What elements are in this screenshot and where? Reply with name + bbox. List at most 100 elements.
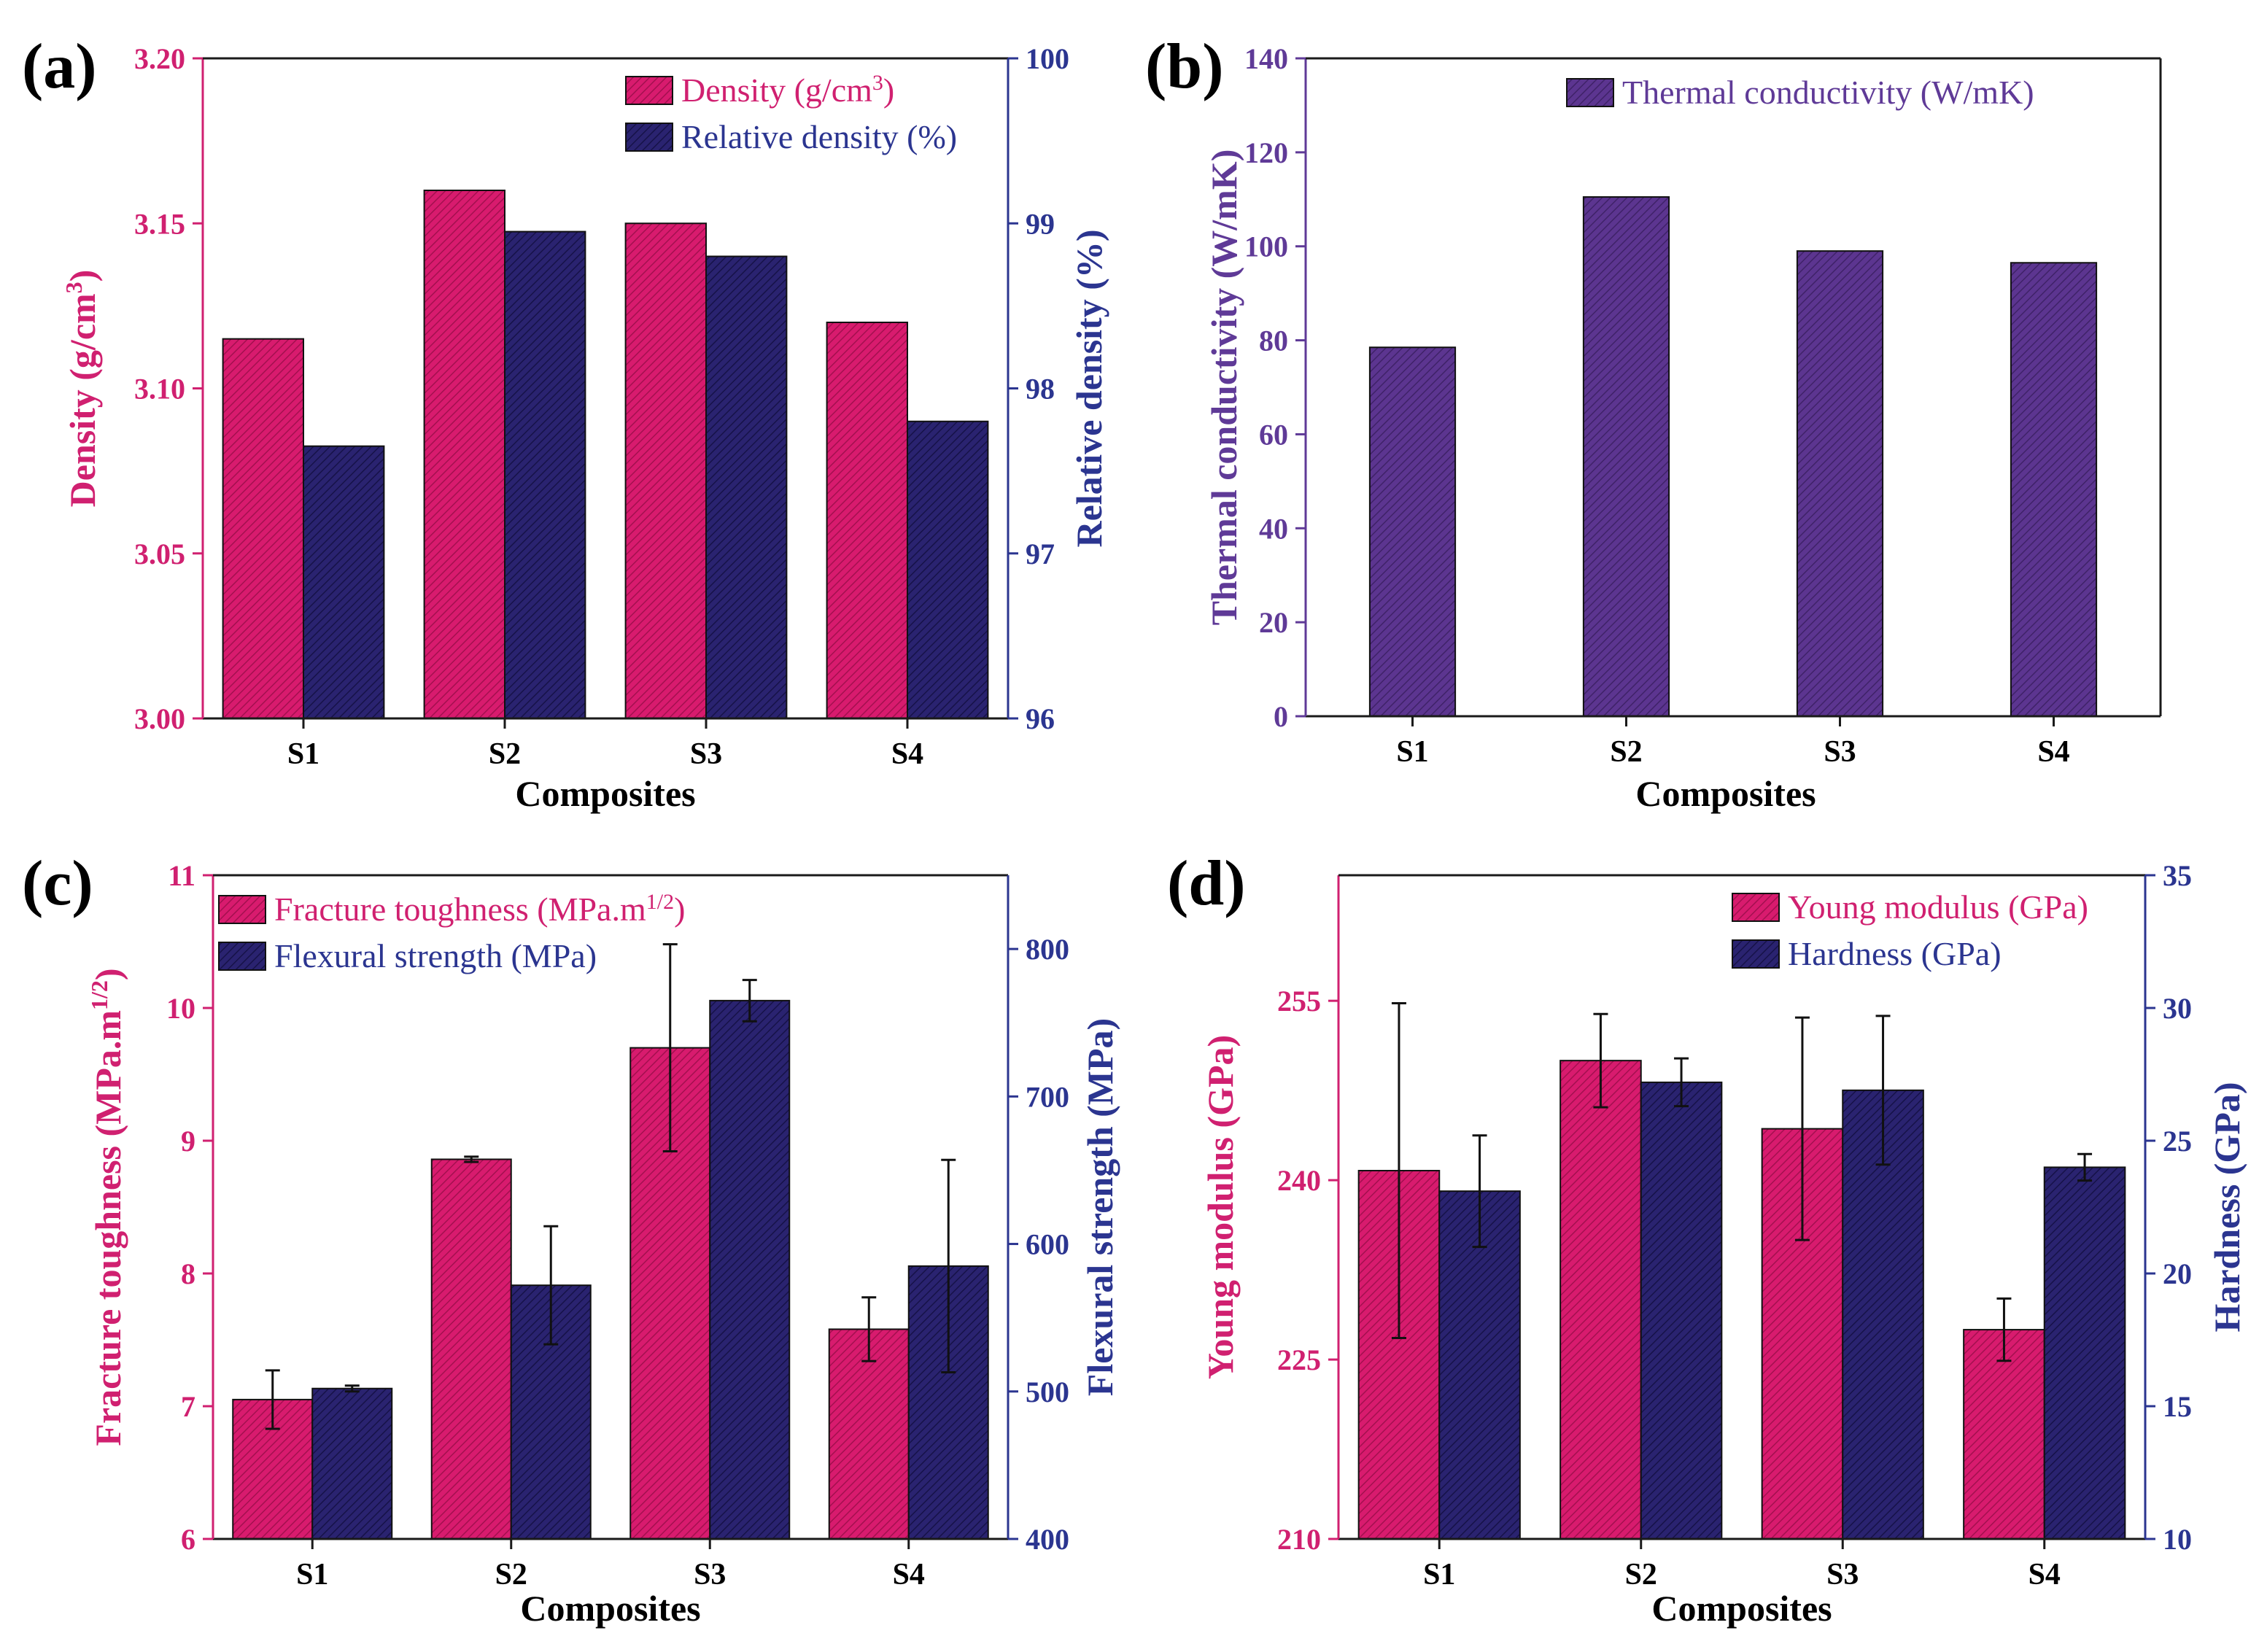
y-left-tick-label: 7 <box>181 1390 195 1423</box>
bar <box>504 230 586 719</box>
y-left-tick-label: 100 <box>1244 230 1288 263</box>
y-left-tick-label: 240 <box>1277 1164 1321 1197</box>
x-tick-label: S2 <box>495 1558 527 1591</box>
legend-swatch <box>625 76 673 105</box>
y-right-tick-label: 35 <box>2163 859 2192 892</box>
bar <box>828 1328 910 1540</box>
legend-entry: Young modulus (GPa) <box>1788 888 2088 926</box>
panel-letter: (d) <box>1167 848 1246 919</box>
y-right-tick-label: 100 <box>1026 42 1069 75</box>
y-left-tick-label: 120 <box>1244 136 1288 169</box>
x-axis-title: Composites <box>1651 1588 1832 1629</box>
y-left-tick-label: 20 <box>1259 606 1288 639</box>
legend-entry: Thermal conductivity (W/mK) <box>1622 74 2034 111</box>
bar <box>430 1158 512 1540</box>
y-left-tick-label: 140 <box>1244 42 1288 75</box>
chart-panel-3: (c) S1 S2 S3 S4 Composites 6 7 8 9 10 11 Fracture to… <box>22 848 1120 1629</box>
y-right-tick-label: 15 <box>2163 1390 2192 1423</box>
y-right-axis-title: Relative density (%) <box>1069 229 1109 547</box>
y-left-tick-label: 60 <box>1259 418 1288 451</box>
y-right-tick-label: 99 <box>1026 207 1055 240</box>
bar <box>907 420 989 719</box>
bar <box>2010 262 2098 717</box>
y-left-axis-title: Density (g/cm3) <box>61 270 103 508</box>
y-right-tick-label: 500 <box>1026 1376 1069 1408</box>
y-right-tick-label: 98 <box>1026 373 1055 406</box>
bar <box>624 222 707 719</box>
legend-entry: Hardness (GPa) <box>1788 935 2002 972</box>
x-tick-label: S3 <box>1826 1558 1859 1591</box>
chart-panel-4: (d) S1 S2 S3 S4 Composites 210 225 240 255 Young m… <box>1167 848 2247 1629</box>
bar <box>705 255 788 719</box>
y-right-tick-label: 96 <box>1026 702 1055 735</box>
legend-swatch <box>1732 939 1780 969</box>
y-right-tick-label: 800 <box>1026 933 1069 966</box>
y-left-tick-label: 9 <box>181 1125 195 1157</box>
y-right-tick-label: 700 <box>1026 1080 1069 1113</box>
x-axis-title: Composites <box>520 1588 700 1629</box>
y-left-tick-label: 3.10 <box>134 373 185 406</box>
bar <box>1438 1190 1521 1540</box>
bar <box>709 999 791 1540</box>
legend-swatch <box>1566 78 1614 107</box>
x-tick-label: S3 <box>694 1558 726 1591</box>
bar <box>1582 196 1670 718</box>
legend-swatch <box>218 895 266 924</box>
y-left-tick-label: 8 <box>181 1257 195 1290</box>
panel-letter: (a) <box>22 31 97 102</box>
bar <box>1368 346 1457 717</box>
y-left-tick-label: 3.20 <box>134 42 185 75</box>
panel-letter: (c) <box>22 848 93 919</box>
bar <box>1796 250 1884 717</box>
y-left-tick-label: 11 <box>168 859 195 892</box>
x-tick-label: S3 <box>690 737 722 771</box>
bar <box>1640 1081 1723 1540</box>
y-left-axis-title: Young modulus (GPa) <box>1200 1035 1241 1379</box>
bar <box>1963 1329 2045 1540</box>
x-tick-label: S1 <box>287 737 319 771</box>
y-left-tick-label: 80 <box>1259 325 1288 357</box>
x-tick-label: S1 <box>1423 1558 1455 1591</box>
panel-letter: (b) <box>1145 31 1224 102</box>
y-right-tick-label: 400 <box>1026 1523 1069 1556</box>
legend-swatch <box>1732 893 1780 922</box>
y-left-tick-label: 3.00 <box>134 702 185 735</box>
x-tick-label: S1 <box>296 1558 328 1591</box>
bar <box>303 445 385 719</box>
y-left-tick-label: 225 <box>1277 1343 1321 1376</box>
x-axis-title: Composites <box>515 773 695 814</box>
y-left-tick-label: 255 <box>1277 985 1321 1017</box>
chart-panel-1: (a) S1 S2 S3 S4 Composites 3.00 3.05 3.10 3.15 3.2… <box>22 31 1109 814</box>
y-right-axis-title: Flexural strength (MPa) <box>1080 1018 1120 1396</box>
y-left-tick-label: 40 <box>1259 512 1288 545</box>
bar <box>1559 1060 1642 1540</box>
y-right-tick-label: 30 <box>2163 992 2192 1025</box>
bar <box>423 190 505 719</box>
x-tick-label: S2 <box>1610 735 1642 769</box>
x-tick-label: S4 <box>2037 735 2069 769</box>
legend-entry: Density (g/cm3) <box>681 71 894 109</box>
legend-entry: Relative density (%) <box>681 118 957 155</box>
x-tick-label: S4 <box>893 1558 925 1591</box>
legend-swatch <box>625 123 673 152</box>
y-left-tick-label: 3.05 <box>134 538 185 570</box>
y-right-tick-label: 25 <box>2163 1125 2192 1157</box>
x-axis-title: Composites <box>1635 773 1816 814</box>
x-tick-label: S3 <box>1824 735 1856 769</box>
y-left-axis-title: Thermal conductivity (W/mK) <box>1204 150 1244 626</box>
y-right-tick-label: 97 <box>1026 538 1055 570</box>
x-tick-label: S4 <box>2029 1558 2061 1591</box>
y-right-tick-label: 20 <box>2163 1257 2192 1290</box>
bar <box>2043 1166 2126 1540</box>
legend-swatch <box>218 942 266 971</box>
y-right-axis-title: Hardness (GPa) <box>2206 1082 2247 1332</box>
x-tick-label: S2 <box>1625 1558 1657 1591</box>
chart-panel-2: (b) S1 S2 S3 S4 Composites 0 20 40 60 80 100 120 140 T… <box>1145 31 2162 814</box>
bar <box>826 322 908 719</box>
y-left-tick-label: 10 <box>166 992 195 1025</box>
x-tick-label: S4 <box>891 737 923 771</box>
y-right-tick-label: 10 <box>2163 1523 2192 1556</box>
chart-root: (a) S1 S2 S3 S4 Composites 3.00 3.05 3.10 3.15 3.2… <box>22 31 2247 1629</box>
bar <box>311 1387 393 1540</box>
